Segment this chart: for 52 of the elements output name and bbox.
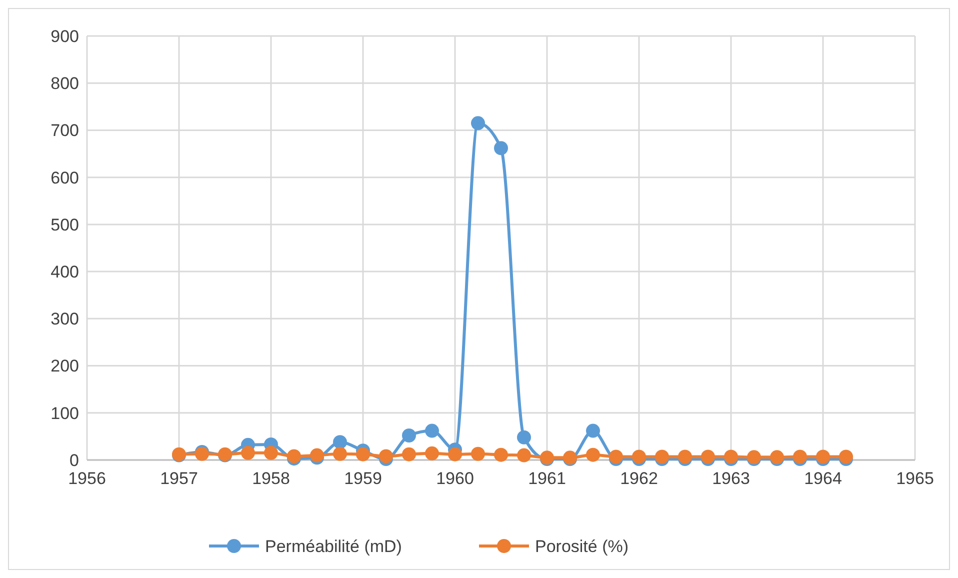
point bbox=[448, 447, 462, 462]
y-tick-label: 200 bbox=[50, 356, 79, 376]
point bbox=[609, 450, 623, 464]
y-tick-label: 100 bbox=[50, 404, 79, 423]
y-tick-label: 700 bbox=[50, 121, 79, 140]
legend-label: Porosité (%) bbox=[535, 536, 629, 556]
point bbox=[356, 447, 370, 462]
point bbox=[471, 116, 485, 130]
point bbox=[517, 448, 531, 462]
point bbox=[586, 424, 600, 438]
x-tick-label: 1961 bbox=[528, 469, 566, 488]
point bbox=[793, 450, 807, 464]
point bbox=[287, 449, 301, 464]
x-tick-label: 1960 bbox=[436, 469, 474, 488]
point bbox=[678, 450, 692, 464]
y-tick-label: 500 bbox=[50, 215, 79, 234]
point bbox=[402, 447, 416, 462]
point bbox=[425, 446, 439, 460]
point bbox=[494, 448, 508, 462]
x-tick-label: 1958 bbox=[252, 469, 290, 488]
point bbox=[471, 446, 485, 461]
point bbox=[425, 424, 439, 438]
point bbox=[632, 450, 646, 464]
point bbox=[310, 448, 324, 462]
y-tick-label: 800 bbox=[50, 74, 79, 94]
point bbox=[517, 430, 531, 444]
y-tick-label: 900 bbox=[50, 26, 79, 46]
point bbox=[586, 448, 600, 462]
point bbox=[333, 446, 347, 461]
point bbox=[724, 450, 738, 464]
point bbox=[241, 446, 255, 460]
point bbox=[264, 446, 278, 460]
legend-label: Perméabilité (mD) bbox=[265, 536, 402, 556]
y-tick-label: 600 bbox=[50, 168, 79, 188]
x-tick-label: 1965 bbox=[896, 469, 934, 488]
point bbox=[701, 450, 715, 464]
x-tick-label: 1956 bbox=[68, 469, 106, 488]
y-tick-label: 400 bbox=[50, 262, 79, 282]
point bbox=[379, 449, 393, 464]
x-tick-label: 1962 bbox=[620, 469, 658, 488]
x-tick-label: 1963 bbox=[712, 469, 750, 488]
point bbox=[655, 450, 669, 464]
point bbox=[402, 428, 416, 442]
x-tick-label: 1957 bbox=[160, 469, 198, 488]
point bbox=[494, 141, 508, 156]
point bbox=[816, 450, 830, 464]
x-tick-label: 1964 bbox=[804, 469, 842, 488]
y-tick-label: 300 bbox=[50, 310, 79, 329]
y-tick-label: 0 bbox=[70, 450, 79, 470]
point bbox=[839, 450, 853, 464]
x-tick-label: 1959 bbox=[344, 469, 382, 488]
point bbox=[333, 435, 347, 450]
